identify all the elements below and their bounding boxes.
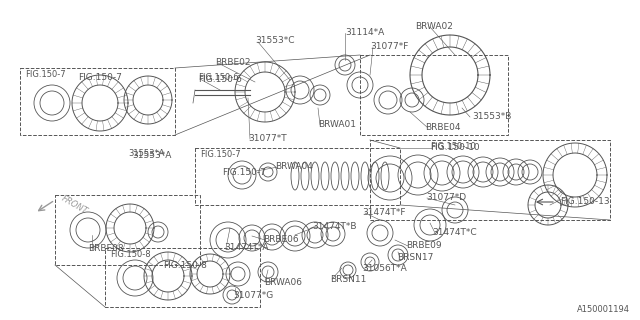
Text: 31553*A: 31553*A xyxy=(128,149,164,158)
Bar xyxy=(360,55,508,135)
Text: 31077*T: 31077*T xyxy=(248,134,287,143)
Text: 31474T*B: 31474T*B xyxy=(312,222,356,231)
Text: 31077*G: 31077*G xyxy=(233,291,273,300)
Text: BRSN17: BRSN17 xyxy=(397,253,433,262)
Text: FIG.150-10: FIG.150-10 xyxy=(430,143,479,152)
Text: FIG.150-6: FIG.150-6 xyxy=(198,75,242,84)
Text: FIG.150-7: FIG.150-7 xyxy=(78,73,122,82)
Text: BRWA01: BRWA01 xyxy=(318,120,356,129)
Text: 31553*B: 31553*B xyxy=(472,112,511,121)
Text: 31553*C: 31553*C xyxy=(255,36,294,45)
Text: BRSN11: BRSN11 xyxy=(330,275,366,284)
Bar xyxy=(20,68,175,135)
Text: FIG.150-8: FIG.150-8 xyxy=(110,250,150,259)
Bar xyxy=(195,148,400,205)
Text: 31077*F: 31077*F xyxy=(370,42,408,51)
Text: 31056T*A: 31056T*A xyxy=(362,264,407,273)
Bar xyxy=(370,140,610,220)
Text: FIG.150-13: FIG.150-13 xyxy=(560,197,610,206)
Text: 31474T*C: 31474T*C xyxy=(432,228,477,237)
Text: FIG.150-7: FIG.150-7 xyxy=(25,70,66,79)
Text: FRONT: FRONT xyxy=(60,194,90,216)
Text: BRWA04: BRWA04 xyxy=(275,162,313,171)
Text: FIG.150-6: FIG.150-6 xyxy=(198,73,239,82)
Text: BRWA06: BRWA06 xyxy=(264,278,302,287)
Bar xyxy=(55,195,200,265)
Bar xyxy=(105,248,260,307)
Text: FIG.150-8: FIG.150-8 xyxy=(163,261,207,270)
Text: 31553*A: 31553*A xyxy=(132,151,172,160)
Text: BRBE08: BRBE08 xyxy=(88,244,124,253)
Text: 31474T*F: 31474T*F xyxy=(362,208,406,217)
Text: BRBE02: BRBE02 xyxy=(215,58,250,67)
Text: 31474T*A: 31474T*A xyxy=(224,243,269,252)
Text: FIG.150-7: FIG.150-7 xyxy=(200,150,241,159)
Text: 31114*A: 31114*A xyxy=(345,28,384,37)
Text: 31077*D: 31077*D xyxy=(426,193,466,202)
Text: FIG.150-7: FIG.150-7 xyxy=(222,168,266,177)
Text: BRBE09: BRBE09 xyxy=(406,241,442,250)
Text: A150001194: A150001194 xyxy=(577,305,630,314)
Text: BRBE04: BRBE04 xyxy=(425,123,461,132)
Text: FIG.150-10: FIG.150-10 xyxy=(430,142,476,151)
Text: BRBE06: BRBE06 xyxy=(263,235,299,244)
Text: BRWA02: BRWA02 xyxy=(415,22,453,31)
